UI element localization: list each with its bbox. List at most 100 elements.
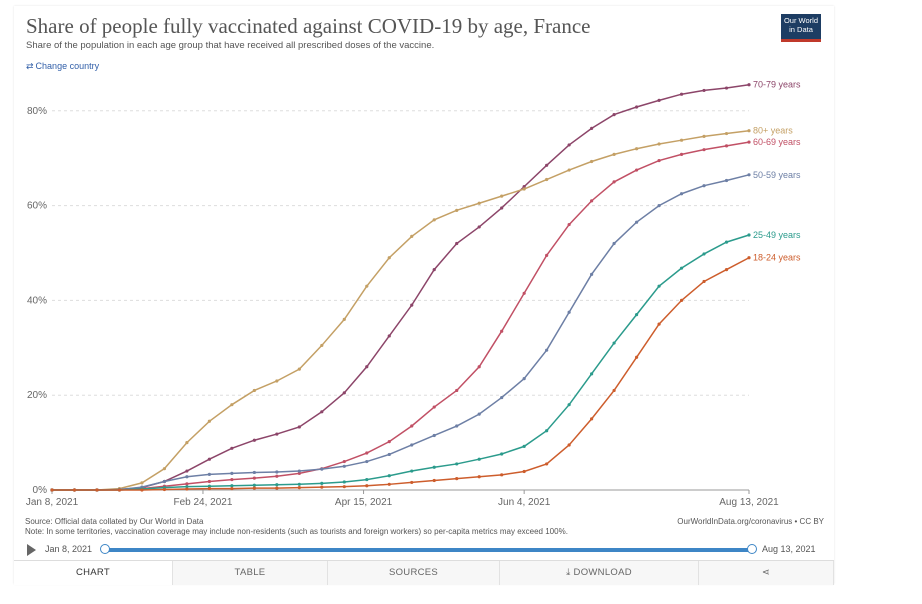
data-point xyxy=(724,144,729,148)
data-point xyxy=(702,134,706,138)
y-tick-label: 40% xyxy=(27,295,47,306)
data-point xyxy=(185,482,189,486)
data-point xyxy=(500,452,504,456)
chart-subtitle: Share of the population in each age grou… xyxy=(26,40,435,51)
data-point xyxy=(679,298,684,302)
change-country-link[interactable]: ⇄ Change country xyxy=(26,61,99,72)
data-point xyxy=(612,112,616,117)
source-note: Source: Official data collated by Our Wo… xyxy=(25,517,568,537)
data-point xyxy=(724,86,729,90)
data-point xyxy=(590,417,594,421)
data-point xyxy=(545,253,549,257)
play-icon[interactable] xyxy=(27,544,36,556)
data-point xyxy=(342,391,346,395)
data-point xyxy=(702,252,706,256)
data-point xyxy=(679,92,684,96)
data-point xyxy=(545,163,549,167)
data-point xyxy=(477,225,481,229)
timeline-end-handle[interactable] xyxy=(747,544,757,554)
data-point xyxy=(657,158,661,163)
tab-share[interactable]: ⋖ xyxy=(699,561,834,585)
data-point xyxy=(432,267,436,272)
data-point xyxy=(207,457,211,461)
data-point xyxy=(275,474,279,478)
data-point xyxy=(567,443,571,447)
data-point xyxy=(387,334,391,338)
data-point xyxy=(455,241,459,246)
data-point xyxy=(679,266,684,270)
data-point xyxy=(230,471,234,476)
data-point xyxy=(747,140,751,144)
data-point xyxy=(612,388,616,393)
owid-logo[interactable]: Our World in Data xyxy=(781,14,821,42)
data-point xyxy=(275,470,279,474)
data-point xyxy=(679,138,684,142)
timeline[interactable]: Jan 8, 2021 Aug 13, 2021 xyxy=(14,542,834,558)
data-point xyxy=(185,441,189,445)
data-point xyxy=(230,486,234,491)
data-point xyxy=(387,256,391,260)
data-point xyxy=(500,329,504,333)
data-point xyxy=(252,438,256,442)
data-point xyxy=(522,469,526,474)
data-point xyxy=(230,446,234,450)
series-label: 70-79 years xyxy=(753,80,801,90)
data-point xyxy=(679,192,684,196)
data-point xyxy=(747,256,751,260)
series-label: 50-59 years xyxy=(753,170,801,180)
x-tick-label: Feb 24, 2021 xyxy=(173,497,232,508)
share-icon: ⋖ xyxy=(761,567,771,578)
series-label: 25-49 years xyxy=(753,230,801,240)
x-tick-label: Apr 15, 2021 xyxy=(335,497,393,508)
data-point xyxy=(432,405,436,409)
data-point xyxy=(612,341,616,345)
data-point xyxy=(297,425,301,429)
data-point xyxy=(275,379,279,383)
data-point xyxy=(365,365,369,369)
data-point xyxy=(185,487,189,491)
data-point xyxy=(724,131,729,136)
data-point xyxy=(702,184,706,188)
data-point xyxy=(410,443,414,447)
data-point xyxy=(657,204,661,208)
data-point xyxy=(702,88,706,93)
tab-sources[interactable]: SOURCES xyxy=(328,561,500,585)
data-point xyxy=(410,303,414,307)
data-point xyxy=(320,410,324,414)
tab-download[interactable]: ⤓ DOWNLOAD xyxy=(500,561,699,585)
y-tick-label: 60% xyxy=(27,201,47,212)
data-point xyxy=(342,459,346,464)
data-point xyxy=(724,267,729,272)
credit-link[interactable]: OurWorldInData.org/coronavirus • CC BY xyxy=(677,517,824,526)
data-point xyxy=(545,177,549,182)
download-icon: ⤓ xyxy=(566,567,571,578)
data-point xyxy=(455,462,459,466)
series-line xyxy=(52,83,750,491)
timeline-end-label: Aug 13, 2021 xyxy=(762,544,816,554)
data-point xyxy=(162,479,167,484)
data-point xyxy=(207,486,211,491)
data-point xyxy=(185,469,189,473)
data-point xyxy=(387,452,391,457)
data-point xyxy=(185,475,189,479)
data-point xyxy=(410,480,414,485)
data-point xyxy=(387,440,391,444)
data-point xyxy=(634,313,639,317)
timeline-start-handle[interactable] xyxy=(100,544,110,554)
tab-chart[interactable]: CHART xyxy=(14,561,173,585)
data-point xyxy=(455,424,459,428)
data-point xyxy=(275,486,279,490)
data-point xyxy=(365,477,369,482)
x-tick-label: Jun 4, 2021 xyxy=(498,497,551,508)
data-point xyxy=(657,322,661,326)
data-point xyxy=(297,367,301,371)
data-point xyxy=(252,486,256,490)
x-tick-label: Aug 13, 2021 xyxy=(719,497,779,508)
timeline-track[interactable] xyxy=(104,548,752,552)
data-point xyxy=(432,433,436,438)
tab-table[interactable]: TABLE xyxy=(173,561,328,585)
data-point xyxy=(522,291,526,295)
timeline-start-label: Jan 8, 2021 xyxy=(45,544,93,554)
data-point xyxy=(522,444,526,448)
line-chart[interactable]: 0% 20% 40% 60% 80% Jan 8, 2021 Feb 24, 2021 Apr… xyxy=(14,6,834,516)
